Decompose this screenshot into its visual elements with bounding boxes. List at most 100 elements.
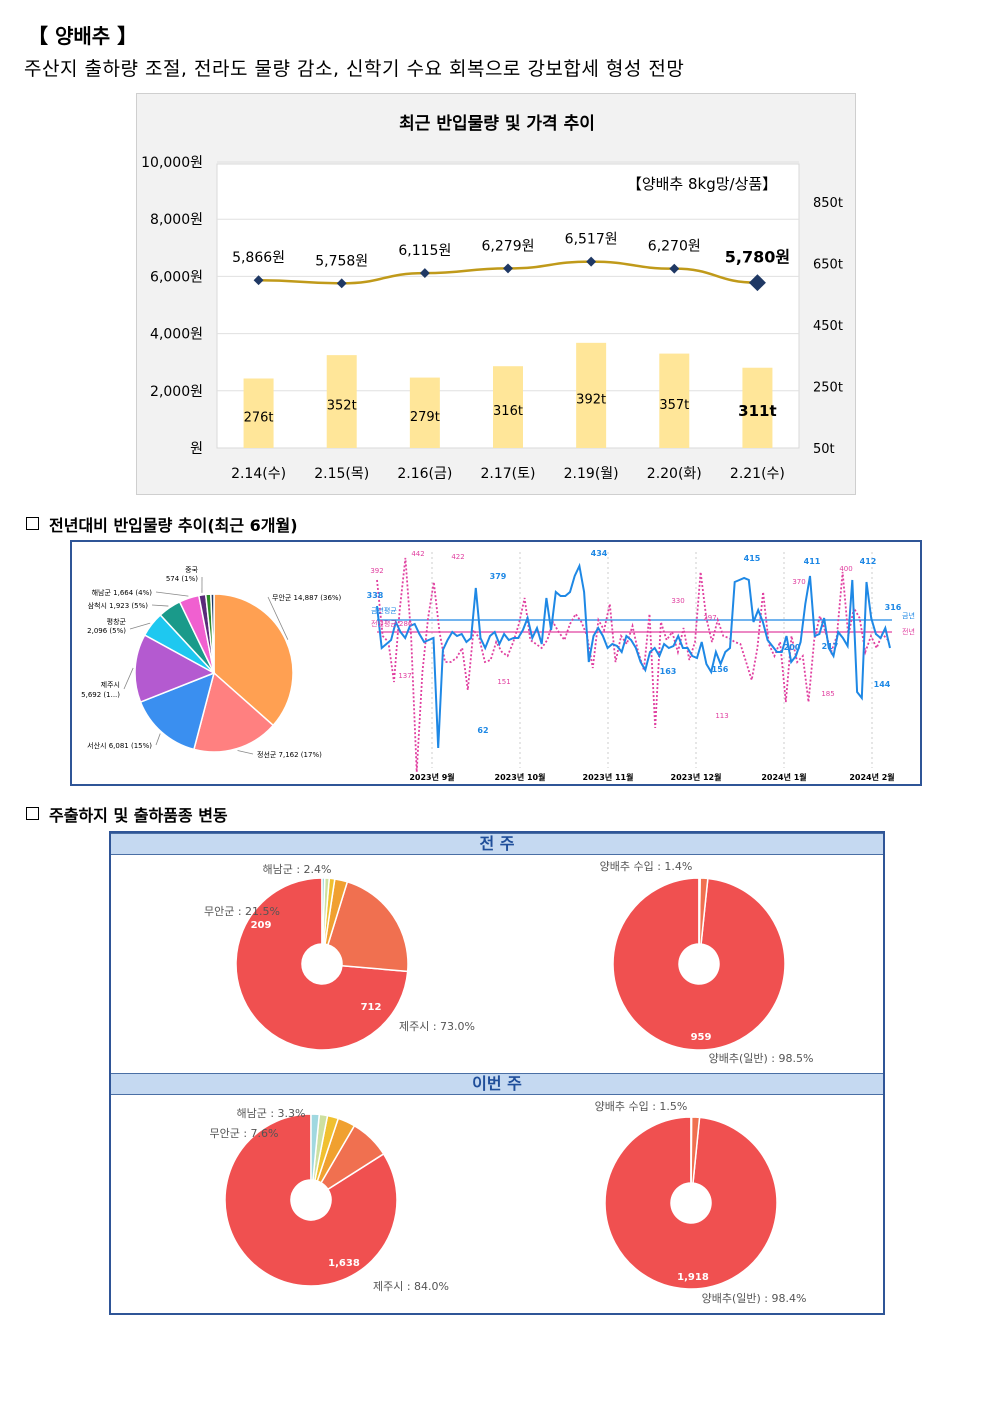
donut-slice-label: 제주시 : 84.0% — [373, 1280, 449, 1293]
left-axis-tick: 원 — [190, 441, 203, 457]
this-year-point-label: 434 — [591, 549, 608, 558]
legend-last-year: 전년 — [902, 627, 915, 636]
section-heading-origin-label: 주출하지 및 출하품종 변동 — [49, 806, 228, 825]
volume-label: 316t — [493, 404, 523, 419]
pie-label: 574 (1%) — [166, 575, 198, 583]
x-axis-tick: 2.15(목) — [314, 466, 369, 482]
this-year-point-label: 412 — [860, 557, 877, 566]
price-marker — [748, 274, 766, 292]
this-year-point-label: 62 — [477, 726, 488, 735]
pie-slice — [213, 593, 294, 727]
left-axis-tick: 8,000원 — [150, 212, 203, 228]
month-label: 2024년 1월 — [761, 772, 806, 782]
x-axis-tick: 2.19(월) — [564, 466, 619, 482]
month-label: 2023년 10월 — [495, 772, 546, 782]
donut-slice-label: 양배추 수입 : 1.5% — [595, 1100, 688, 1113]
pie-slice — [326, 880, 409, 973]
band-last-week: 전 주 — [111, 833, 883, 855]
volume-bar — [243, 378, 274, 448]
month-label: 2023년 11월 — [583, 772, 634, 782]
last-year-point-label: 442 — [411, 550, 424, 558]
last-year-point-label: 297 — [703, 614, 716, 622]
this-year-line — [376, 562, 891, 749]
section-heading-origin: 주출하지 및 출하품종 변동 — [26, 802, 228, 826]
x-axis-tick: 2.16(금) — [397, 466, 452, 482]
pie-slice — [698, 877, 701, 945]
pie-leader — [151, 604, 169, 607]
volume-label: 276t — [244, 410, 274, 425]
volume-label: 392t — [576, 392, 606, 407]
origin-variety-svg: 712 209 제주시 : 73.0% 무안군 : 21.5% 해남군 : 2.4% 95… — [204, 860, 814, 1305]
band-this-week: 이번 주 — [111, 1073, 883, 1095]
pie-slice — [604, 1116, 778, 1290]
pie-label: 평창군 — [107, 617, 127, 626]
donut-slice-label: 무안군 : 21.5% — [204, 905, 280, 918]
price-label: 5,780원 — [725, 248, 790, 267]
price-marker — [253, 275, 264, 286]
donut-value-label: 959 — [691, 1032, 712, 1043]
last-year-point-label: 185 — [821, 690, 834, 698]
pie-slice — [210, 593, 215, 674]
pie-leader — [123, 667, 134, 690]
pie-slice — [134, 634, 216, 703]
left-axis-tick: 10,000원 — [141, 155, 203, 171]
chart-title: 최근 반입물량 및 가격 추이 — [399, 114, 595, 134]
donut-slice-label: 양배추 수입 : 1.4% — [600, 860, 693, 873]
x-axis-tick: 2.14(수) — [231, 466, 286, 482]
price-label: 6,279원 — [482, 238, 535, 254]
pie-leader — [237, 750, 254, 755]
donut-value-label: 1,638 — [328, 1258, 360, 1269]
pie-slice — [310, 1113, 321, 1181]
donut-slice-label: 해남군 : 3.3% — [236, 1106, 305, 1120]
last-year-point-label: 330 — [671, 597, 684, 605]
last-year-point-label: 392 — [370, 567, 383, 575]
last-year-point-label: 370 — [792, 578, 805, 586]
volume-bar — [576, 342, 607, 448]
donut-slice-label: 제주시 : 73.0% — [399, 1020, 475, 1033]
month-label: 2023년 12월 — [671, 772, 722, 782]
right-axis-tick: 650t — [813, 258, 843, 273]
donut-slice-label: 양배추(일반) : 98.5% — [709, 1051, 814, 1065]
yearly-comparison-chart: 무안군 14,887 (36%) 정선군 7,162 (17%) 서산시 6,081… — [70, 540, 922, 786]
donut-slice-label: 해남군 : 2.4% — [262, 862, 331, 876]
this-year-point-label: 411 — [804, 557, 821, 566]
section-heading-trend: 전년대비 반입물량 추이(최근 6개월) — [26, 512, 298, 536]
last-year-average-label: 전년평균 286 — [371, 619, 413, 628]
x-axis-tick: 2.21(수) — [730, 466, 785, 482]
donut-slice-label: 양배추(일반) : 98.4% — [702, 1291, 807, 1305]
pie-label: 제주시 — [101, 681, 120, 689]
pie-slice — [192, 671, 275, 753]
yearly-comparison-svg: 무안군 14,887 (36%) 정선군 7,162 (17%) 서산시 6,081… — [81, 549, 915, 782]
last-year-point-label: 422 — [451, 553, 464, 561]
donut-value-label: 1,918 — [677, 1272, 709, 1283]
this-year-point-label: 415 — [744, 554, 761, 563]
volume-bar — [409, 377, 440, 448]
right-axis-tick: 450t — [813, 319, 843, 334]
donut-value-label: 712 — [361, 1002, 382, 1013]
month-label: 2024년 2월 — [849, 772, 894, 782]
x-axis-tick: 2.17(토) — [481, 466, 536, 482]
pie-leader — [155, 733, 161, 746]
this-year-average-label: 금년평균 — [371, 606, 397, 615]
volume-label: 279t — [410, 410, 440, 425]
this-year-point-label: 338 — [367, 591, 384, 600]
price-marker — [669, 263, 680, 274]
volume-label: 311t — [738, 402, 776, 420]
price-label: 6,270원 — [648, 239, 701, 255]
last-year-point-label: 137 — [398, 672, 411, 680]
price-label: 5,758원 — [315, 253, 368, 269]
pie-label: 삼척시 1,923 (5%) — [88, 601, 149, 610]
price-label: 6,517원 — [565, 232, 618, 248]
right-axis-tick: 50t — [813, 442, 835, 457]
last-year-point-label: 113 — [715, 712, 728, 720]
pie-leader — [267, 596, 289, 640]
pie-slice — [224, 1113, 398, 1287]
pie-slice — [612, 877, 786, 1051]
price-marker — [336, 278, 347, 289]
volume-bar — [659, 353, 690, 448]
pie-slice — [690, 1116, 693, 1184]
donut-slice-label: 무안군 : 7.6% — [209, 1127, 278, 1140]
this-year-point-label: 316 — [885, 603, 902, 612]
pie-label: 2,096 (5%) — [87, 627, 126, 635]
pie-leader — [155, 591, 189, 597]
